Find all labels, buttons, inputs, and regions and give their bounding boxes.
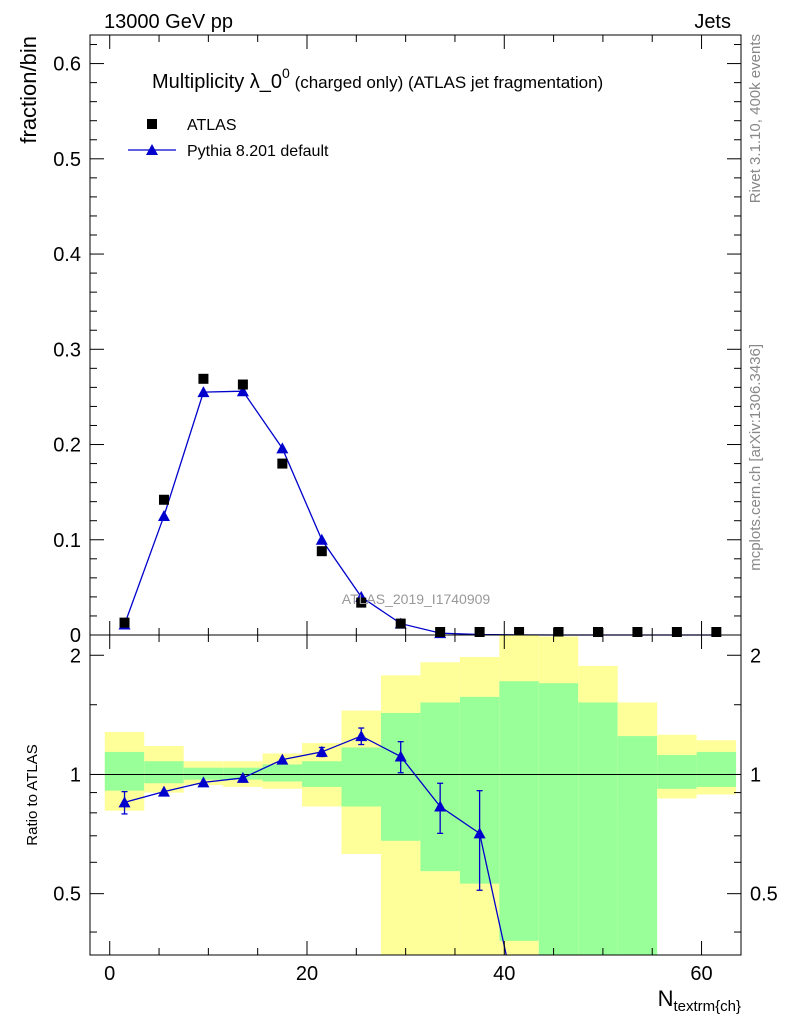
x-axis-label: Ntextrm{ch} [658,986,741,1015]
mcplots-label: mcplots.cern.ch [arXiv:1306.3436] [747,344,764,571]
legend-label-pythia: Pythia 8.201 default [187,143,329,160]
ratio-ytick-label-right: 1 [750,764,761,786]
main-ytick-label: 0.5 [53,149,81,171]
ratio-band-inner [617,736,658,955]
x-tick-label: 60 [690,963,712,985]
ratio-pythia-point [315,745,328,757]
ratio-band-inner [144,761,184,784]
atlas-point [592,627,603,637]
ratio-band-inner [499,681,539,941]
ratio-pythia-point [276,753,289,765]
ratio-bands [104,635,737,955]
ratio-ytick-label: 1 [70,764,81,786]
main-panel: 0 0.1 0.2 0.3 0.4 0.5 0.6 fraction/bin Multipl… [16,34,742,647]
main-ytick-labels: 0 0.1 0.2 0.3 0.4 0.5 0.6 [53,54,81,647]
ratio-band-inner [657,754,697,789]
x-tick-label: 20 [296,963,318,985]
atlas-point [671,627,682,637]
legend-label-atlas: ATLAS [187,117,237,134]
main-ytick-label: 0.2 [53,435,81,457]
ratio-pythia-point [236,771,249,783]
ratio-band-inner [696,751,737,787]
ratio-band-inner [341,747,381,807]
legend-marker-atlas [147,119,157,129]
ratio-ytick-label: 2 [70,645,81,667]
ratio-pythia-point [434,800,447,812]
atlas-point [356,597,367,608]
chart-title-sup: 0 [282,65,290,81]
atlas-point [237,379,248,390]
ratio-pythia-point [157,785,170,797]
main-ytick-label: 0 [70,625,81,647]
ratio-pythia-point [473,827,486,839]
ratio-y-axis-label: Ratio to ATLAS [24,744,41,845]
atlas-point [474,627,485,637]
pythia-point [197,386,210,398]
ratio-band-inner [183,767,224,780]
analysis-watermark: ATLAS_2019_I1740909 [342,591,491,607]
ratio-ytick-label-right: 0.5 [750,884,778,906]
ratio-marks [118,727,507,955]
atlas-point [514,627,525,637]
atlas-point [158,494,169,505]
chart-title-main: Multiplicity λ_0 [152,71,282,93]
x-tick-label: 0 [104,963,115,985]
header-right: Jets [694,11,731,33]
ratio-ytick-label: 0.5 [53,884,81,906]
legend: ATLAS Pythia 8.201 default [128,117,329,160]
x-tick-labels: 0 20 40 60 [104,963,713,985]
header-left: 13000 GeV pp [104,11,233,33]
atlas-point [435,627,446,637]
atlas-point [316,546,327,557]
x-tick-label: 40 [493,963,515,985]
ratio-band-inner [380,712,421,841]
ratio-pythia-point [394,750,407,762]
ratio-ticks [90,635,741,955]
ratio-panel: 0.5 0.5 1 1 2 2 0 20 40 60 Ratio to ATLAS Ntextr… [24,634,778,1015]
atlas-point [632,627,643,637]
ratio-pythia-point [355,730,368,742]
atlas-point [395,618,406,629]
ratio-band-inner [262,764,303,782]
ratio-ytick-label-right: 2 [750,645,761,667]
x-axis-label-sub: textrm{ch} [673,998,741,1015]
atlas-point [198,373,209,384]
pythia-point [236,385,249,397]
chart-title: Multiplicity λ_00 (charged only) (ATLAS … [152,65,603,93]
pythia-point [157,509,170,521]
atlas-point [277,458,288,469]
ratio-band-inner [578,702,618,955]
main-ytick-label: 0.3 [53,339,81,361]
chart-title-rest: (charged only) (ATLAS jet fragmentation) [290,73,603,92]
ratio-pythia-point [197,776,210,788]
ratio-frame [89,634,742,956]
ratio-band-inner [538,683,579,955]
main-ytick-label: 0.1 [53,530,81,552]
pythia-point [276,442,289,454]
ratio-band-inner [104,751,145,791]
main-ticks [90,35,741,636]
main-ytick-label: 0.6 [53,54,81,76]
atlas-point [553,627,564,637]
main-ytick-label: 0.4 [53,244,81,266]
pythia-point [315,533,328,545]
ratio-ytick-labels: 0.5 0.5 1 1 2 2 [53,645,778,905]
x-axis-label-main: N [658,986,674,1011]
atlas-point [119,617,130,628]
rivet-label: Rivet 3.1.10, 400k events [747,34,764,203]
ratio-pythia-point [118,796,131,808]
legend-marker-pythia [146,144,158,155]
main-y-axis-label: fraction/bin [16,36,41,144]
atlas-point [711,627,722,637]
